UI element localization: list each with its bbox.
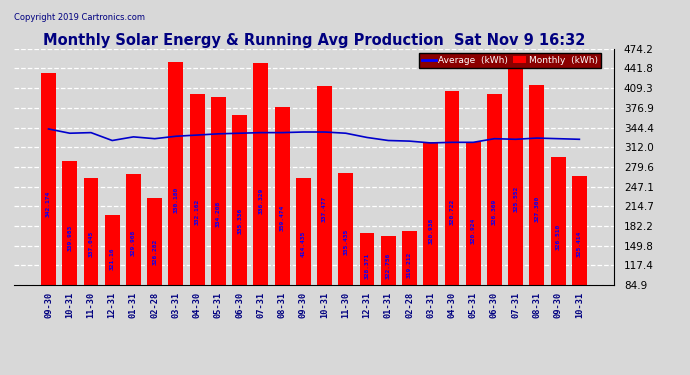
Text: 339.983: 339.983: [67, 225, 72, 251]
Text: 328.371: 328.371: [364, 252, 370, 279]
Text: 326.282: 326.282: [152, 238, 157, 265]
Bar: [62, 160, 77, 336]
Bar: [572, 176, 586, 336]
Bar: [359, 233, 375, 336]
Text: 337.045: 337.045: [88, 231, 93, 257]
Text: 359.474: 359.474: [279, 204, 284, 231]
Text: 322.756: 322.756: [386, 253, 391, 279]
Text: 320.938: 320.938: [428, 217, 433, 244]
Text: 326.369: 326.369: [492, 199, 497, 225]
Bar: [83, 177, 99, 336]
Legend: Average  (kWh), Monthly  (kWh): Average (kWh), Monthly (kWh): [420, 53, 600, 68]
Text: 320.924: 320.924: [471, 217, 475, 244]
Text: 337.477: 337.477: [322, 196, 327, 222]
Bar: [190, 94, 205, 336]
Bar: [338, 172, 353, 336]
Bar: [317, 86, 332, 336]
Bar: [41, 72, 56, 336]
Bar: [275, 107, 290, 336]
Text: 325.414: 325.414: [577, 230, 582, 256]
Title: Monthly Solar Energy & Running Avg Production  Sat Nov 9 16:32: Monthly Solar Energy & Running Avg Produ…: [43, 33, 585, 48]
Text: 330.180: 330.180: [173, 187, 179, 213]
Bar: [444, 92, 460, 336]
Bar: [168, 62, 184, 336]
Bar: [466, 142, 481, 336]
Bar: [487, 94, 502, 336]
Bar: [147, 198, 162, 336]
Text: 342.174: 342.174: [46, 191, 51, 217]
Bar: [126, 174, 141, 336]
Text: 335.336: 335.336: [237, 207, 242, 234]
Text: Copyright 2019 Cartronics.com: Copyright 2019 Cartronics.com: [14, 13, 145, 22]
Text: 320.722: 320.722: [449, 198, 455, 225]
Text: 321.16: 321.16: [110, 247, 115, 270]
Text: 335.435: 335.435: [344, 229, 348, 255]
Bar: [402, 231, 417, 336]
Text: 319.212: 319.212: [407, 251, 412, 278]
Bar: [529, 85, 544, 336]
Text: 326.510: 326.510: [555, 224, 561, 250]
Bar: [423, 142, 438, 336]
Bar: [509, 57, 523, 336]
Text: 336.329: 336.329: [258, 188, 264, 214]
Bar: [233, 115, 247, 336]
Text: 334.208: 334.208: [216, 200, 221, 226]
Bar: [296, 177, 310, 336]
Text: 329.908: 329.908: [131, 230, 136, 256]
Text: 325.552: 325.552: [513, 185, 518, 211]
Bar: [381, 236, 395, 336]
Bar: [253, 63, 268, 336]
Text: 332.162: 332.162: [195, 199, 199, 225]
Bar: [551, 158, 566, 336]
Text: 414.435: 414.435: [301, 231, 306, 257]
Text: 327.300: 327.300: [535, 196, 540, 222]
Bar: [105, 215, 119, 336]
Bar: [211, 97, 226, 336]
